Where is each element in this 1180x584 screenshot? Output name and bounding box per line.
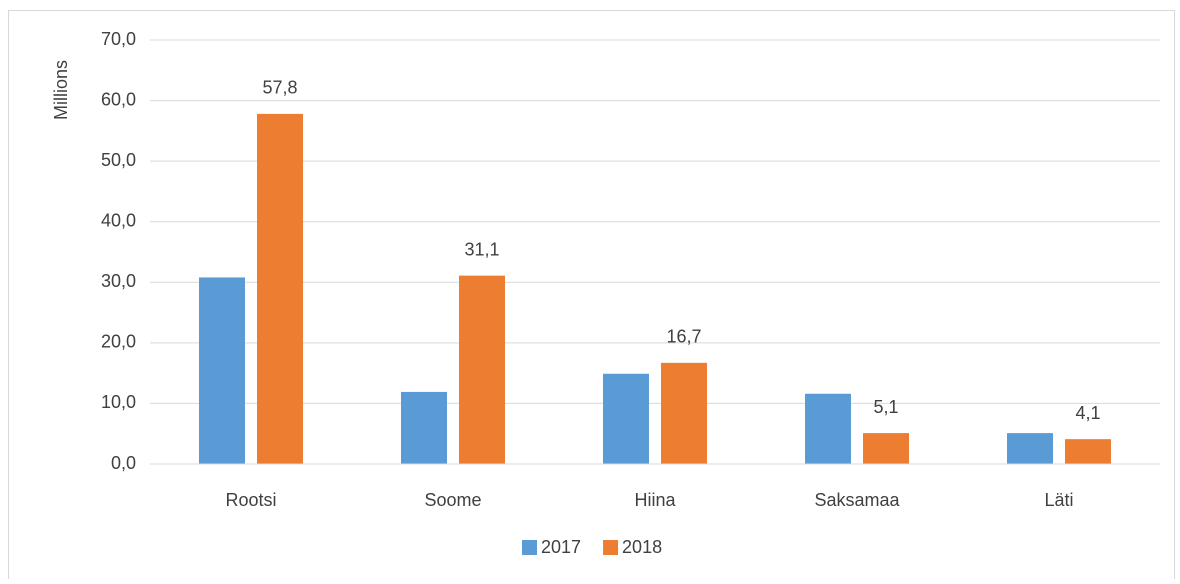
bar <box>459 275 505 464</box>
data-label: 16,7 <box>666 327 701 347</box>
x-tick-label: Saksamaa <box>814 490 900 510</box>
y-tick-label: 0,0 <box>111 453 136 473</box>
legend-label: 2017 <box>541 537 581 557</box>
bar <box>661 362 707 464</box>
chart-frame <box>8 10 1175 581</box>
x-tick-label: Soome <box>424 490 481 510</box>
y-axis-label: Millions <box>51 60 71 120</box>
legend-label: 2018 <box>622 537 662 557</box>
legend-swatch <box>522 540 537 555</box>
y-tick-label: 60,0 <box>101 89 136 109</box>
data-label: 5,1 <box>873 397 898 417</box>
x-tick-label: Läti <box>1044 490 1073 510</box>
bar <box>1065 439 1111 464</box>
legend-swatch <box>603 540 619 555</box>
bar <box>603 373 649 464</box>
y-tick-label: 70,0 <box>101 29 136 49</box>
y-tick-label: 20,0 <box>101 332 136 352</box>
x-tick-label: Hiina <box>634 490 676 510</box>
bar <box>401 391 447 464</box>
data-label: 31,1 <box>464 239 499 259</box>
bar <box>863 433 909 464</box>
bar <box>257 113 303 464</box>
y-tick-label: 30,0 <box>101 271 136 291</box>
data-label: 4,1 <box>1075 403 1100 423</box>
y-tick-label: 50,0 <box>101 150 136 170</box>
bar <box>1007 433 1053 464</box>
bar <box>805 393 851 464</box>
y-tick-label: 40,0 <box>101 210 136 230</box>
y-tick-label: 10,0 <box>101 392 136 412</box>
bar <box>199 277 245 464</box>
data-label: 57,8 <box>262 78 297 98</box>
x-tick-label: Rootsi <box>225 490 276 510</box>
